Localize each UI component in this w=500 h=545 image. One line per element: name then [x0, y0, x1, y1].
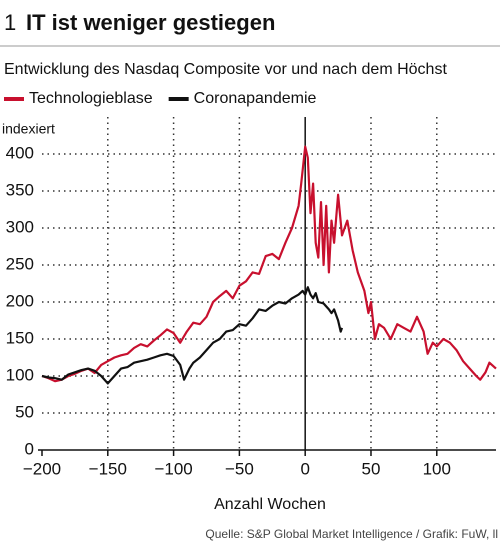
y-tick-label: 350 — [6, 180, 34, 199]
series-line — [41, 145, 497, 383]
legend-label: Coronapandemie — [194, 90, 317, 107]
y-axis-label: indexiert — [2, 121, 55, 137]
x-tick-label: −100 — [154, 459, 192, 478]
y-tick-label: 400 — [6, 143, 34, 162]
series-line — [41, 286, 344, 385]
y-tick-label: 0 — [25, 439, 34, 458]
y-tick-label: 50 — [15, 402, 34, 421]
subtitle: Entwicklung des Nasdaq Composite vor und… — [4, 61, 447, 78]
x-axis-label: Anzahl Wochen — [214, 496, 326, 513]
chart-title: IT ist weniger gestiegen — [26, 10, 275, 35]
x-tick-label: −200 — [23, 459, 61, 478]
x-tick-label: −150 — [89, 459, 127, 478]
legend-label: Technologieblase — [29, 90, 153, 107]
y-tick-label: 300 — [6, 217, 34, 236]
chart-number: 1 — [4, 10, 16, 35]
y-tick-label: 200 — [6, 291, 34, 310]
x-tick-label: 100 — [423, 459, 451, 478]
x-tick-label: 50 — [362, 459, 381, 478]
x-tick-label: 0 — [300, 459, 309, 478]
y-tick-label: 100 — [6, 365, 34, 384]
y-tick-label: 250 — [6, 254, 34, 273]
x-tick-label: −50 — [225, 459, 254, 478]
y-tick-label: 150 — [6, 328, 34, 347]
source: Quelle: S&P Global Market Intelligence /… — [205, 527, 498, 541]
